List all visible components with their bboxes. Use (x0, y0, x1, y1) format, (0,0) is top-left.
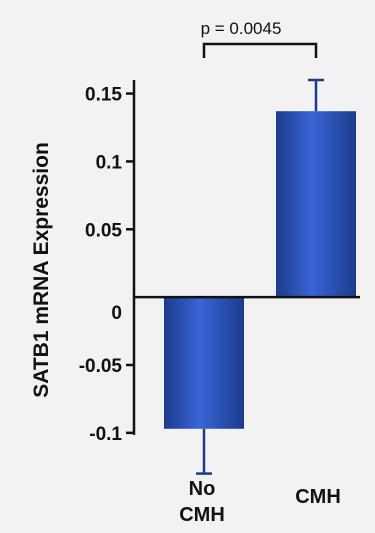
bars-group (164, 111, 356, 429)
p-value-annotation: p = 0.0045 (201, 19, 282, 38)
y-ticks-group: -0.1 -0.05 0 0.05 0.1 0.15 (79, 85, 134, 445)
y-tick-label: 0.1 (96, 152, 123, 173)
y-tick-label: 0 (111, 303, 122, 324)
significance-bracket (202, 42, 318, 58)
bar-no-cmh (164, 297, 244, 429)
error-bars-group (196, 78, 324, 475)
y-tick-label: 0.15 (85, 85, 122, 106)
category-labels-group: No CMH CMH (179, 478, 341, 526)
y-tick-label: -0.1 (89, 424, 122, 445)
category-label: CMH (295, 486, 341, 508)
y-axis-title: SATB1 mRNA Expression (30, 142, 53, 398)
y-tick-label: 0.05 (85, 220, 122, 241)
category-label: CMH (179, 504, 225, 526)
bar-cmh (276, 111, 356, 298)
y-tick-label: -0.05 (79, 356, 123, 377)
category-label: No (189, 478, 216, 500)
